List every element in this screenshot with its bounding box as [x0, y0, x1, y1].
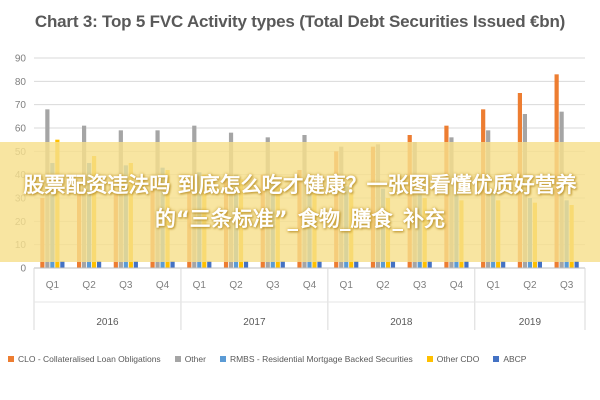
- x-tick-label: Q1: [340, 280, 354, 291]
- legend-label: Other CDO: [436, 354, 480, 364]
- y-tick-label: 70: [15, 100, 27, 111]
- x-tick-label: Q1: [193, 280, 207, 291]
- x-tick-label: Q4: [303, 280, 317, 291]
- bar-4: [390, 261, 396, 268]
- bar-4: [133, 261, 138, 268]
- x-tick-label: Q2: [82, 280, 96, 291]
- y-tick-label: 0: [20, 264, 26, 275]
- bar-4: [354, 261, 359, 268]
- legend-swatch: [174, 356, 181, 362]
- bar-4: [317, 261, 322, 268]
- legend-label: Other: [184, 354, 206, 364]
- y-tick-label: 90: [15, 54, 27, 65]
- year-label: 2019: [519, 317, 542, 328]
- x-tick-label: Q3: [413, 280, 427, 291]
- legend-item: ABCP: [493, 354, 526, 364]
- chart-title: Chart 3: Top 5 FVC Activity types (Total…: [34, 12, 566, 31]
- bar-4: [243, 261, 249, 268]
- legend-item: Other CDO: [426, 354, 480, 364]
- x-tick-label: Q3: [266, 280, 280, 291]
- overlay-banner-text: 股票配资违法吗 到底怎么吃才健康？一张图看懂优质好营养的“三条标准”_食物_膳食…: [23, 173, 577, 231]
- bar-4: [97, 261, 102, 268]
- x-tick-label: Q3: [119, 280, 133, 291]
- legend-label: ABCP: [503, 354, 527, 364]
- bar-4: [207, 261, 212, 268]
- legend-item: RMBS - Residential Mortgage Backed Secur…: [219, 354, 413, 364]
- bar-4: [464, 261, 469, 268]
- legend-item: Other: [174, 354, 206, 364]
- bar-4: [574, 261, 579, 268]
- bar-4: [170, 261, 175, 268]
- legend-item: CLO - Collateralised Loan Obligations: [8, 354, 161, 364]
- year-label: 2017: [243, 317, 266, 328]
- x-tick-label: Q1: [46, 280, 60, 291]
- x-tick-label: Q3: [560, 280, 574, 291]
- legend-label: CLO - Collateralised Loan Obligations: [18, 354, 161, 364]
- year-label: 2018: [390, 317, 413, 328]
- bar-4: [427, 261, 432, 268]
- legend-swatch: [219, 356, 226, 362]
- y-tick-label: 80: [15, 77, 27, 88]
- bar-4: [537, 261, 542, 268]
- bar-4: [280, 261, 285, 268]
- year-label: 2016: [96, 317, 119, 328]
- legend-swatch: [8, 356, 14, 362]
- legend-swatch: [493, 356, 500, 362]
- chart-legend: CLO - Collateralised Loan Obligations Oth…: [8, 352, 596, 366]
- x-tick-label: Q2: [229, 280, 243, 291]
- bar-4: [60, 261, 65, 268]
- legend-swatch: [426, 356, 433, 362]
- x-tick-label: Q2: [523, 280, 537, 291]
- x-tick-label: Q4: [156, 280, 170, 291]
- x-tick-label: Q4: [450, 280, 464, 291]
- x-tick-label: Q2: [376, 280, 390, 291]
- x-tick-label: Q1: [486, 280, 500, 291]
- bar-4: [501, 261, 506, 268]
- overlay-banner: 股票配资违法吗 到底怎么吃才健康？一张图看懂优质好营养的“三条标准”_食物_膳食…: [0, 142, 600, 262]
- y-tick-label: 60: [15, 124, 27, 135]
- legend-label: RMBS - Residential Mortgage Backed Secur…: [229, 354, 413, 364]
